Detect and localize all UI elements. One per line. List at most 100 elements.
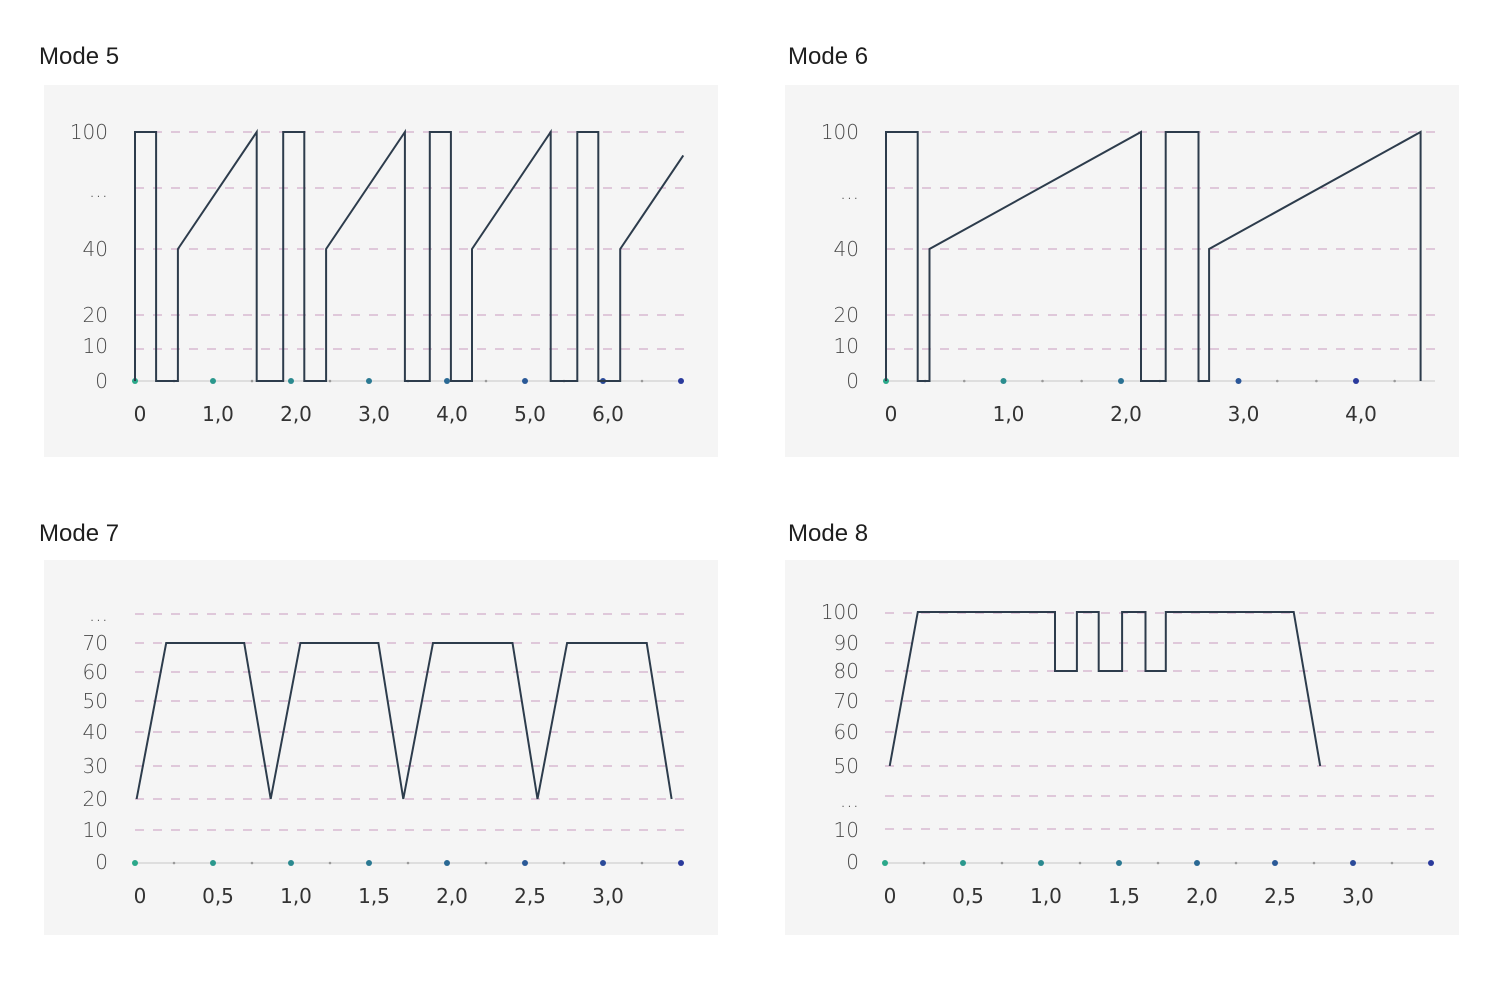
y-tick-label: ... (840, 788, 859, 812)
y-tick-label: 40 (834, 237, 859, 261)
axis-marker-dot (1235, 378, 1242, 384)
minor-axis-dot (1234, 861, 1238, 865)
x-tick-label: 4,0 (1345, 402, 1377, 426)
minor-axis-dot (962, 379, 966, 383)
series-line (888, 611, 1322, 767)
series-line (885, 130, 1422, 382)
axis-marker-dot (882, 860, 888, 866)
minor-axis-dot (1315, 379, 1318, 383)
y-tick-label: 50 (83, 689, 108, 713)
axis-marker-dot (600, 860, 606, 866)
axis-marker-dot (1272, 860, 1278, 866)
y-tick-label: 70 (834, 689, 859, 713)
axis-marker-dot (210, 860, 216, 866)
x-tick-label: 2,5 (514, 884, 546, 908)
minor-axis-dot (922, 861, 926, 865)
y-tick-label: 20 (834, 303, 859, 327)
minor-axis-dot (484, 861, 488, 865)
y-tick-label: 40 (83, 720, 108, 744)
x-tick-label: 4,0 (436, 402, 468, 426)
chart-title-mode-6: Mode 6 (788, 43, 869, 70)
x-tick-label: 0 (134, 884, 147, 908)
x-tick-label: 1,0 (1030, 884, 1062, 908)
axis-marker-dot (1000, 378, 1007, 384)
axis-marker-dot (1038, 860, 1044, 866)
y-tick-label: 100 (821, 120, 859, 144)
y-tick-label: 0 (846, 369, 859, 393)
x-tick-label: 2,5 (1264, 884, 1296, 908)
axis-marker-dot (522, 860, 528, 866)
minor-axis-dot (1390, 861, 1394, 865)
axis-marker-dot (288, 378, 294, 384)
minor-axis-dot (1080, 379, 1083, 383)
y-tick-label: 0 (846, 850, 859, 874)
x-tick-label: 5,0 (514, 402, 546, 426)
axis-marker-dot (678, 378, 684, 384)
x-tick-label: 2,0 (1186, 884, 1218, 908)
axis-marker-dot (1353, 378, 1359, 384)
axis-marker-dot (678, 860, 684, 866)
y-tick-label: 80 (834, 659, 859, 683)
x-tick-label: 2,0 (280, 402, 312, 426)
y-tick-label: 10 (834, 818, 859, 842)
axis-marker-dot (1350, 860, 1356, 866)
minor-axis-dot (484, 379, 488, 383)
x-tick-label: 3,0 (1342, 884, 1374, 908)
x-tick-label: 2,0 (1110, 402, 1142, 426)
y-tick-label: 30 (83, 754, 108, 778)
plot-background (44, 560, 718, 935)
y-tick-label: 50 (834, 754, 859, 778)
minor-axis-dot (406, 861, 410, 865)
axis-marker-dot (960, 860, 966, 866)
axis-marker-dot (444, 860, 450, 866)
axis-marker-dot (366, 860, 372, 866)
y-tick-label: 40 (83, 237, 108, 261)
x-tick-label: 1,5 (358, 884, 390, 908)
chart-title-mode-5: Mode 5 (39, 43, 120, 70)
x-tick-label: 2,0 (436, 884, 468, 908)
minor-axis-dot (640, 379, 644, 383)
chart-panel: ... 70 60 50 40 30 20 10 0 0 0,5 1,0 1,5 2,0 2,5 3,0 (44, 560, 718, 935)
minor-axis-dot (328, 861, 332, 865)
axis-marker-dot (210, 378, 216, 384)
x-tick-label: 1,0 (280, 884, 312, 908)
x-tick-label: 1,0 (202, 402, 234, 426)
minor-axis-dot (1041, 379, 1044, 383)
y-tick-label: 70 (83, 631, 108, 655)
x-tick-label: 3,0 (358, 402, 390, 426)
axis-marker-dot (444, 378, 450, 384)
x-tick-label: 0 (885, 402, 898, 426)
y-tick-label: 10 (83, 334, 108, 358)
minor-axis-dot (1312, 861, 1316, 865)
x-tick-label: 0,5 (952, 884, 984, 908)
y-tick-label: 10 (83, 818, 108, 842)
minor-axis-dot (172, 861, 176, 865)
y-tick-label: 60 (83, 660, 108, 684)
axis-marker-dot (522, 378, 528, 384)
axis-marker-dot (1194, 860, 1200, 866)
axis-marker-dot (1118, 378, 1124, 384)
y-tick-label: 10 (834, 334, 859, 358)
minor-axis-dot (250, 861, 254, 865)
axis-marker-dot (288, 860, 294, 866)
axis-marker-dot (1116, 860, 1122, 866)
minor-axis-dot (1000, 861, 1004, 865)
x-tick-label: 6,0 (592, 402, 624, 426)
y-tick-label: ... (840, 180, 859, 204)
y-tick-label: 60 (834, 720, 859, 744)
y-tick-label: 0 (95, 850, 108, 874)
x-tick-label: 0 (134, 402, 147, 426)
x-tick-label: 0,5 (202, 884, 234, 908)
y-tick-label: ... (89, 178, 108, 202)
x-tick-label: 3,0 (1228, 402, 1260, 426)
y-tick-label: 90 (834, 631, 859, 655)
axis-marker-dot (1428, 860, 1434, 866)
y-tick-label: 20 (83, 303, 108, 327)
y-tick-label: 100 (70, 120, 108, 144)
minor-axis-dot (328, 379, 332, 383)
minor-axis-dot (1275, 379, 1279, 383)
